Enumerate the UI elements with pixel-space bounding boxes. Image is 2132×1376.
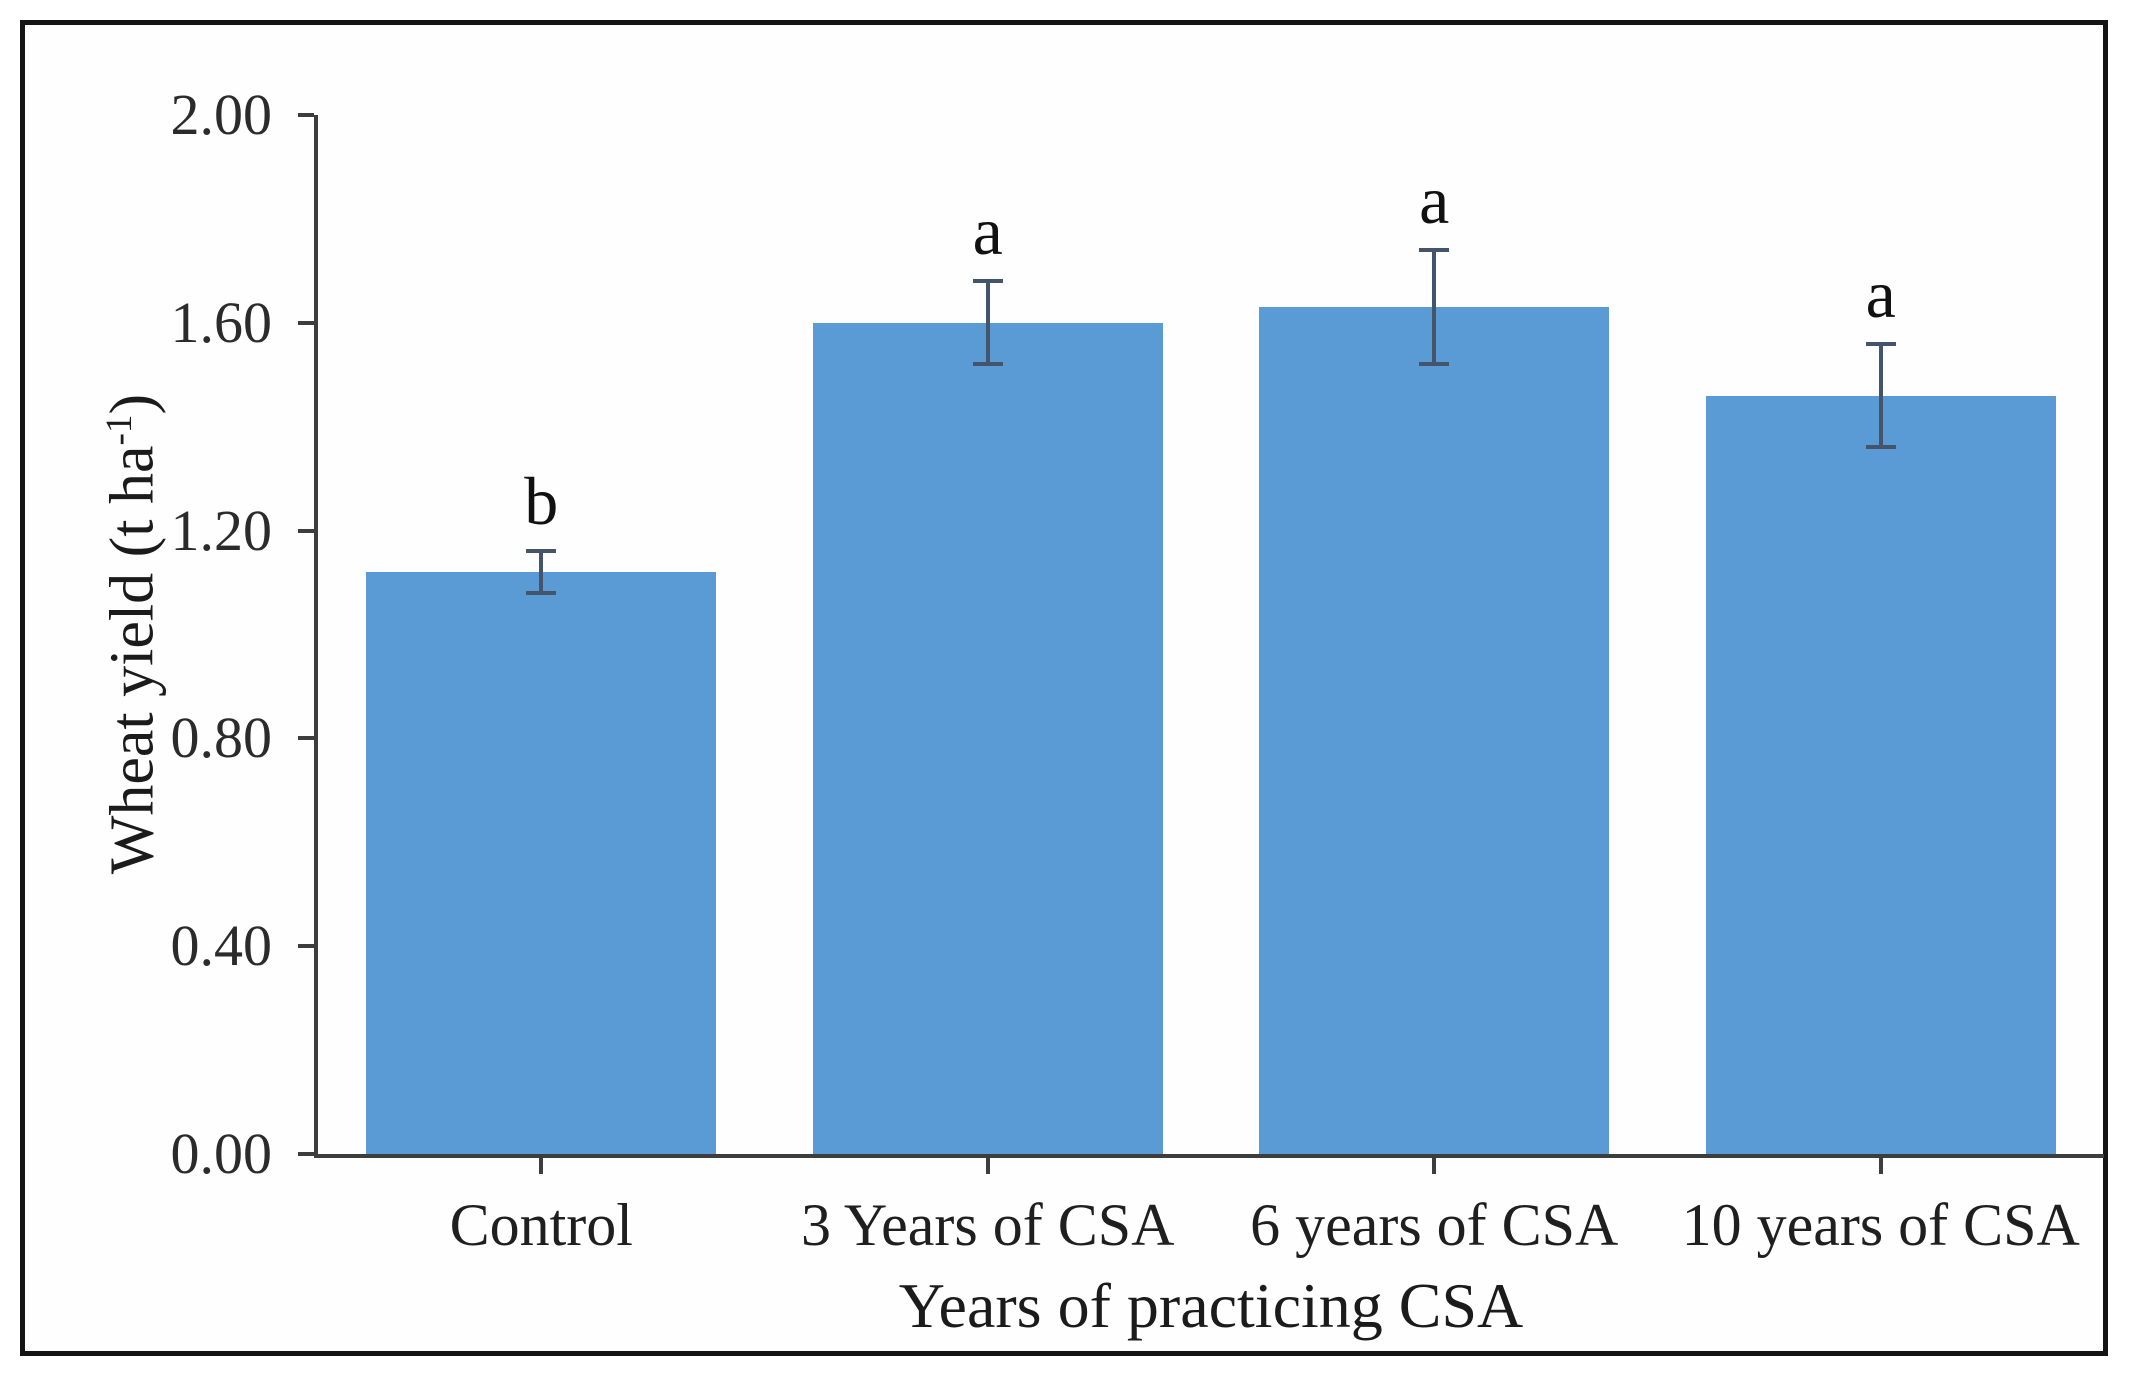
y-axis-title: Wheat yield (t ha-1) <box>83 284 167 984</box>
significance-letter: a <box>1865 255 1896 332</box>
bar-6-years-of-csa <box>1259 307 1610 1154</box>
error-bar-cap-bottom <box>1419 362 1450 367</box>
y-tick-mark <box>298 944 314 949</box>
y-tick-label: 1.60 <box>170 289 273 355</box>
error-bar-cap-bottom <box>1865 445 1896 450</box>
error-bar-line <box>1432 250 1437 365</box>
y-tick-label: 2.00 <box>170 82 273 147</box>
error-bar-line <box>1878 343 1883 448</box>
y-tick-label: 0.00 <box>170 1121 273 1186</box>
x-tick-mark <box>1432 1158 1437 1174</box>
error-bar-line <box>539 551 544 593</box>
y-tick-mark <box>298 528 314 533</box>
significance-letter: a <box>1419 162 1450 239</box>
bar-control <box>366 572 717 1154</box>
error-bar-line <box>985 281 990 365</box>
bar-10-years-of-csa <box>1705 395 2056 1154</box>
y-axis-title-close-paren: ) <box>98 393 167 415</box>
y-tick-label: 0.40 <box>170 913 273 979</box>
y-tick-mark <box>298 736 314 741</box>
x-category-label: 3 Years of CSA <box>801 1192 1175 1258</box>
error-bar-cap-bottom <box>526 590 557 595</box>
error-bar-cap-bottom <box>972 362 1003 367</box>
x-category-label: 6 years of CSA <box>1250 1192 1619 1258</box>
significance-letter: a <box>972 193 1003 270</box>
x-category-label: 10 years of CSA <box>1681 1192 2080 1258</box>
y-axis-line <box>314 115 318 1158</box>
y-tick-mark <box>298 1152 314 1156</box>
x-axis-title: Years of practicing CSA <box>898 1270 1524 1341</box>
bar-3-years-of-csa <box>812 322 1163 1154</box>
y-axis-title-text: Wheat yield (t ha <box>98 445 167 875</box>
x-axis-line <box>314 1154 2104 1158</box>
significance-letter: b <box>524 463 559 540</box>
x-tick-mark <box>985 1158 990 1174</box>
y-tick-label: 1.20 <box>170 497 273 563</box>
error-bar-cap-top <box>972 279 1003 284</box>
y-tick-label: 0.80 <box>170 705 273 771</box>
x-tick-mark <box>1878 1158 1883 1174</box>
error-bar-cap-top <box>1865 341 1896 346</box>
x-tick-mark <box>539 1158 544 1174</box>
y-axis-title-superscript: -1 <box>99 414 140 446</box>
error-bar-cap-top <box>526 549 557 554</box>
y-tick-mark <box>298 113 314 117</box>
error-bar-cap-top <box>1419 248 1450 253</box>
y-tick-mark <box>298 320 314 325</box>
x-category-label: Control <box>449 1192 633 1258</box>
